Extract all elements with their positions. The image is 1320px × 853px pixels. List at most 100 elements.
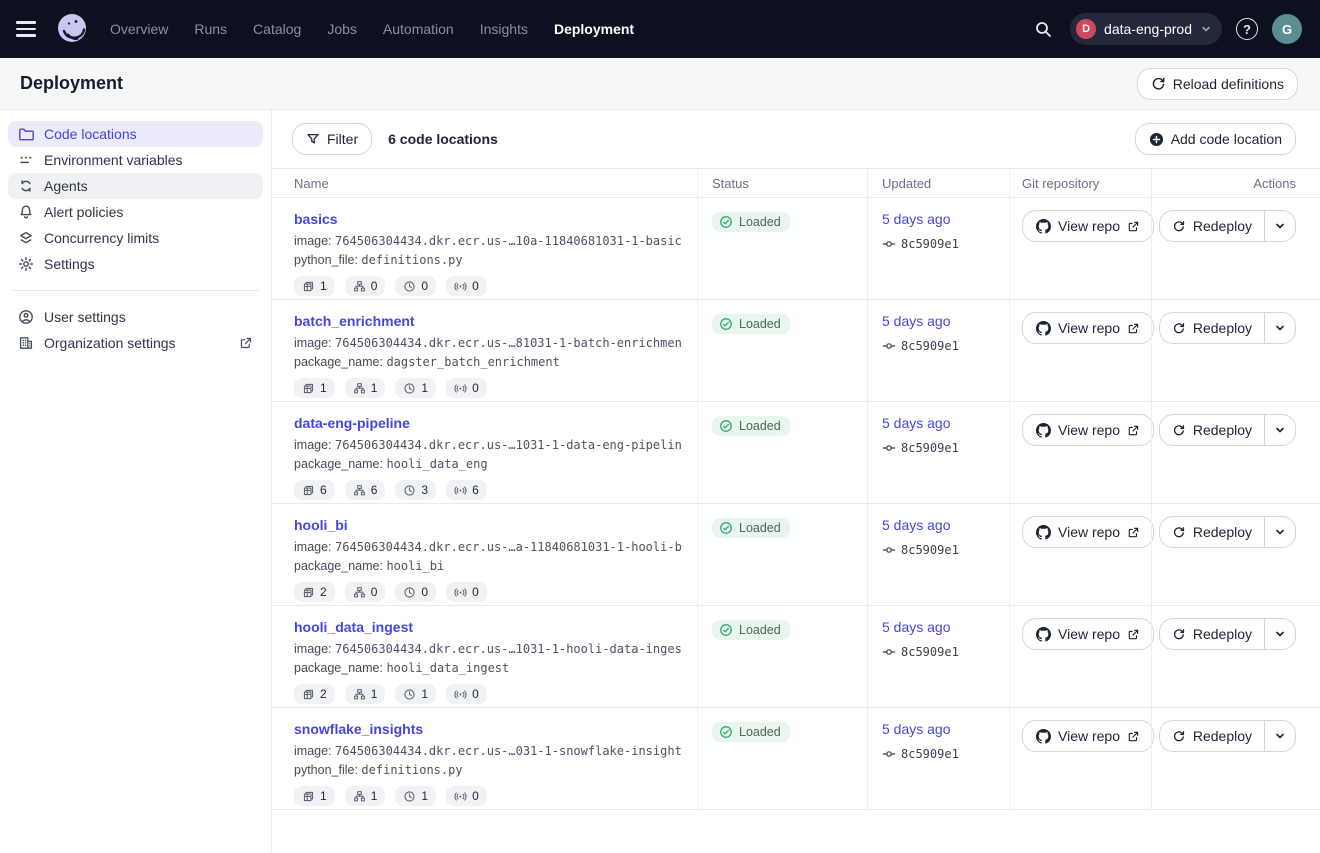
dagster-logo-icon[interactable] bbox=[54, 11, 90, 47]
chevron-down-icon bbox=[1276, 223, 1284, 229]
search-icon[interactable] bbox=[1030, 16, 1056, 42]
code-location-name-link[interactable]: basics bbox=[294, 211, 338, 227]
actions-cell: Redeploy bbox=[1151, 606, 1320, 707]
redeploy-dropdown-button[interactable] bbox=[1265, 517, 1295, 547]
filter-button[interactable]: Filter bbox=[292, 123, 373, 155]
view-repo-button[interactable]: View repo bbox=[1022, 210, 1155, 242]
external-link-icon bbox=[1128, 323, 1139, 333]
commit-icon bbox=[882, 649, 896, 655]
sidebar-item-label: Alert policies bbox=[44, 204, 124, 220]
redeploy-button[interactable]: Redeploy bbox=[1160, 721, 1265, 751]
code-location-name-link[interactable]: data-eng-pipeline bbox=[294, 415, 410, 431]
plus-circle-icon bbox=[1149, 132, 1163, 146]
sensor-icon bbox=[454, 485, 467, 495]
env-vars-icon bbox=[20, 156, 32, 164]
clock-icon bbox=[404, 790, 415, 802]
nav-catalog[interactable]: Catalog bbox=[253, 21, 302, 37]
column-header-actions: Actions bbox=[1151, 169, 1320, 197]
assets-count-badge: 6 bbox=[294, 480, 335, 500]
github-icon bbox=[1036, 524, 1051, 540]
code-location-name-link[interactable]: batch_enrichment bbox=[294, 313, 415, 329]
schedules-count-badge: 1 bbox=[395, 684, 437, 704]
sidebar-item-alert-policies[interactable]: Alert policies bbox=[8, 199, 263, 225]
view-repo-button[interactable]: View repo bbox=[1022, 516, 1155, 548]
redeploy-icon bbox=[1173, 527, 1184, 538]
check-circle-icon bbox=[720, 216, 732, 228]
updated-time-link[interactable]: 5 days ago bbox=[882, 517, 951, 533]
nav-overview[interactable]: Overview bbox=[110, 21, 169, 37]
assets-count-badge: 1 bbox=[294, 786, 335, 806]
deployment-switcher[interactable]: D data-eng-prod bbox=[1070, 13, 1222, 45]
schedules-count-badge: 0 bbox=[395, 582, 437, 602]
commit-line: 8c5909e1 bbox=[882, 237, 1009, 251]
sidebar-item-settings[interactable]: Settings bbox=[8, 251, 263, 277]
sidebar-item-code-locations[interactable]: Code locations bbox=[8, 121, 263, 147]
code-location-name-link[interactable]: hooli_data_ingest bbox=[294, 619, 414, 635]
redeploy-dropdown-button[interactable] bbox=[1265, 721, 1295, 751]
commit-line: 8c5909e1 bbox=[882, 543, 1009, 557]
nav-jobs[interactable]: Jobs bbox=[327, 21, 357, 37]
updated-time-link[interactable]: 5 days ago bbox=[882, 721, 951, 737]
image-line: image: 764506304434.dkr.ecr.us-…031-1-sn… bbox=[294, 744, 681, 758]
jobs-count-badge: 1 bbox=[344, 786, 386, 806]
redeploy-button[interactable]: Redeploy bbox=[1160, 313, 1265, 343]
view-repo-button[interactable]: View repo bbox=[1022, 720, 1155, 752]
sidebar-item-user-settings[interactable]: User settings bbox=[8, 304, 263, 330]
redeploy-dropdown-button[interactable] bbox=[1265, 415, 1295, 445]
updated-time-link[interactable]: 5 days ago bbox=[882, 415, 951, 431]
image-line: image: 764506304434.dkr.ecr.us-…1031-1-h… bbox=[294, 642, 681, 656]
redeploy-button[interactable]: Redeploy bbox=[1160, 415, 1265, 445]
redeploy-dropdown-button[interactable] bbox=[1265, 313, 1295, 343]
code-location-name-link[interactable]: snowflake_insights bbox=[294, 721, 424, 737]
nav-deployment[interactable]: Deployment bbox=[553, 21, 635, 37]
redeploy-button[interactable]: Redeploy bbox=[1160, 211, 1265, 241]
redeploy-dropdown-button[interactable] bbox=[1265, 211, 1295, 241]
meta-line: package_name: hooli_bi bbox=[294, 559, 445, 573]
view-repo-button[interactable]: View repo bbox=[1022, 414, 1155, 446]
sidebar-item-organization-settings[interactable]: Organization settings bbox=[8, 330, 263, 356]
code-location-name-link[interactable]: hooli_bi bbox=[294, 517, 348, 533]
redeploy-split-button: Redeploy bbox=[1158, 210, 1296, 242]
redeploy-button[interactable]: Redeploy bbox=[1160, 517, 1265, 547]
job-graph-icon bbox=[353, 382, 365, 393]
view-repo-button[interactable]: View repo bbox=[1022, 312, 1155, 344]
reload-definitions-button[interactable]: Reload definitions bbox=[1136, 67, 1298, 100]
redeploy-button[interactable]: Redeploy bbox=[1160, 619, 1265, 649]
user-circle-icon bbox=[19, 310, 33, 324]
sensor-icon bbox=[454, 791, 467, 801]
external-link-icon bbox=[239, 336, 253, 350]
meta-line: package_name: hooli_data_ingest bbox=[294, 661, 510, 675]
image-line: image: 764506304434.dkr.ecr.us-…81031-1-… bbox=[294, 336, 681, 350]
code-locations-table-body: basics image: 764506304434.dkr.ecr.us-…1… bbox=[272, 198, 1320, 810]
bell-icon bbox=[20, 205, 32, 219]
updated-cell: 5 days ago 8c5909e1 bbox=[867, 504, 1009, 605]
sidebar-item-agents[interactable]: Agents bbox=[8, 173, 263, 199]
sidebar-item-concurrency-limits[interactable]: Concurrency limits bbox=[8, 225, 263, 251]
redeploy-split-button: Redeploy bbox=[1158, 312, 1296, 344]
sensors-count-badge: 0 bbox=[446, 378, 487, 398]
name-cell: batch_enrichment image: 764506304434.dkr… bbox=[272, 300, 697, 401]
nav-runs[interactable]: Runs bbox=[194, 21, 228, 37]
sidebar-item-environment-variables[interactable]: Environment variables bbox=[8, 147, 263, 173]
count-badges: 6 6 3 bbox=[294, 480, 681, 500]
status-badge: Loaded bbox=[712, 314, 790, 334]
add-code-location-button[interactable]: Add code location bbox=[1134, 123, 1296, 155]
menu-icon[interactable] bbox=[16, 17, 40, 41]
commit-icon bbox=[882, 547, 896, 553]
redeploy-icon bbox=[1173, 425, 1184, 436]
updated-time-link[interactable]: 5 days ago bbox=[882, 211, 951, 227]
updated-cell: 5 days ago 8c5909e1 bbox=[867, 300, 1009, 401]
chevron-down-icon bbox=[1200, 23, 1212, 35]
updated-time-link[interactable]: 5 days ago bbox=[882, 619, 951, 635]
assets-icon bbox=[303, 485, 314, 495]
nav-insights[interactable]: Insights bbox=[479, 21, 528, 37]
help-icon[interactable]: ? bbox=[1236, 18, 1258, 40]
updated-time-link[interactable]: 5 days ago bbox=[882, 313, 951, 329]
git-repository-cell: View repo bbox=[1009, 504, 1155, 605]
view-repo-button[interactable]: View repo bbox=[1022, 618, 1155, 650]
count-badges: 1 1 1 bbox=[294, 378, 681, 398]
nav-automation[interactable]: Automation bbox=[382, 21, 454, 37]
redeploy-dropdown-button[interactable] bbox=[1265, 619, 1295, 649]
deployment-initial-badge: D bbox=[1076, 19, 1097, 39]
user-avatar[interactable]: G bbox=[1272, 14, 1302, 44]
